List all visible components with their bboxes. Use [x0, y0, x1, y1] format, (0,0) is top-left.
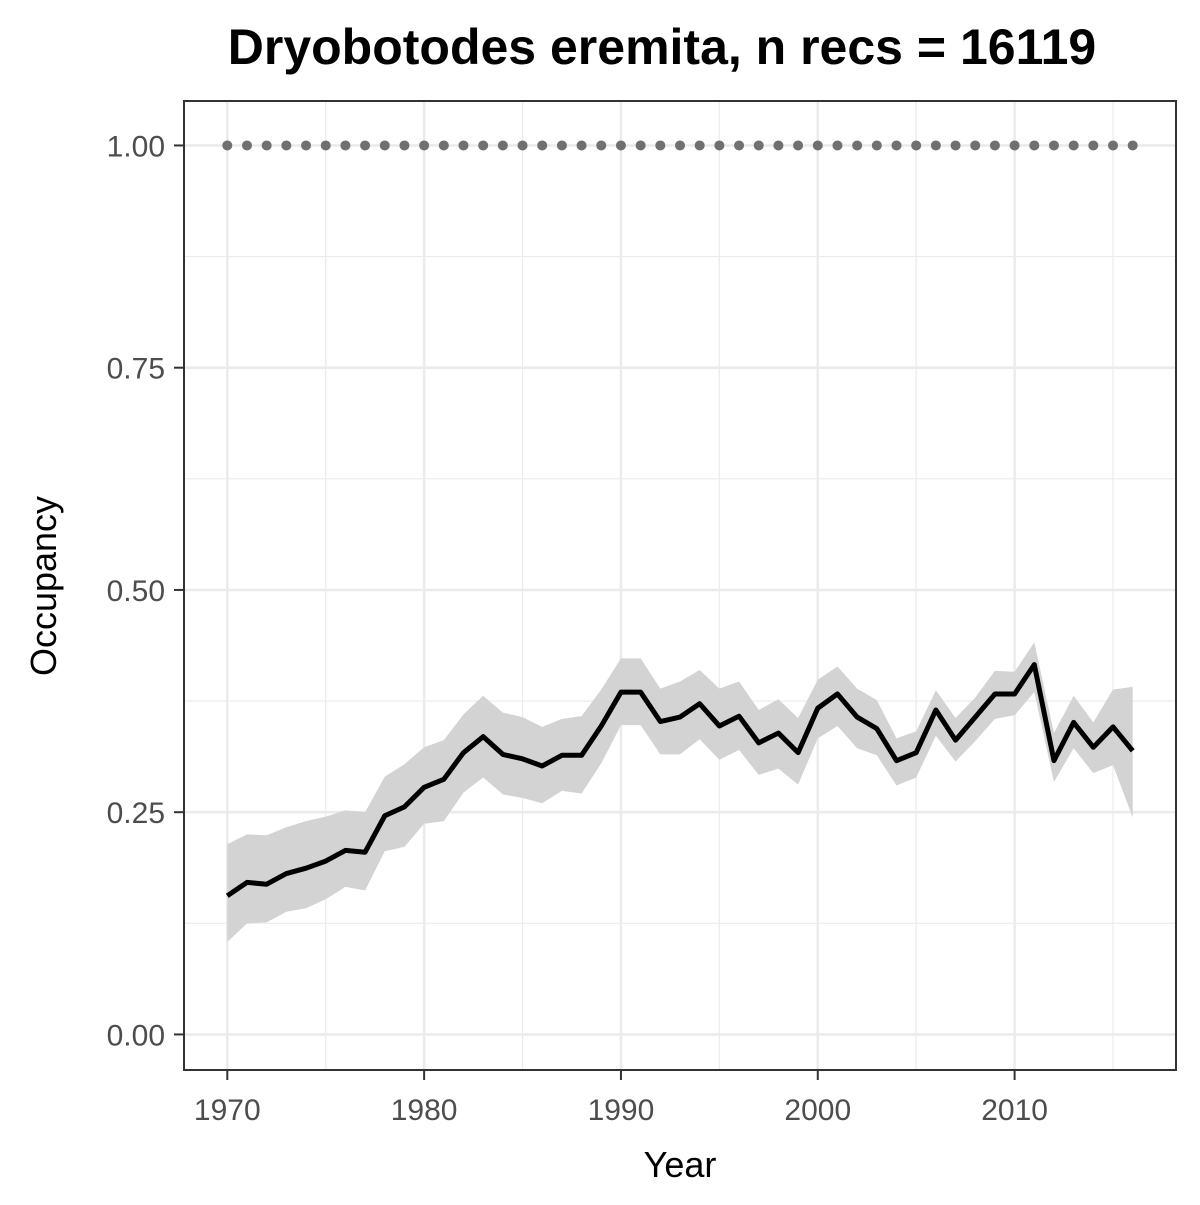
reference-point — [576, 140, 587, 151]
reference-point — [812, 140, 823, 151]
reference-point — [1029, 140, 1040, 151]
reference-point — [832, 140, 843, 151]
reference-point — [301, 140, 312, 151]
reference-point — [950, 140, 961, 151]
reference-point — [1127, 140, 1138, 151]
reference-point — [891, 140, 902, 151]
reference-point — [497, 140, 508, 151]
x-tick-label: 1970 — [194, 1094, 261, 1127]
y-axis: 0.00 0.25 0.50 0.75 1.00 — [107, 130, 184, 1052]
reference-point — [1009, 140, 1020, 151]
reference-point — [1088, 140, 1099, 151]
reference-point — [793, 140, 804, 151]
reference-point — [556, 140, 567, 151]
reference-point — [694, 140, 705, 151]
reference-point — [517, 140, 528, 151]
reference-point — [222, 140, 233, 151]
reference-point — [379, 140, 390, 151]
reference-point — [478, 140, 489, 151]
y-tick-label: 0.75 — [107, 353, 165, 386]
reference-point — [596, 140, 607, 151]
confidence-ribbon-layer — [227, 642, 1133, 942]
reference-point — [1108, 140, 1119, 151]
reference-point — [360, 140, 371, 151]
reference-point — [419, 140, 430, 151]
reference-point — [714, 140, 725, 151]
reference-point — [753, 140, 764, 151]
reference-point — [261, 140, 272, 151]
reference-point — [281, 140, 292, 151]
reference-point — [615, 140, 626, 151]
reference-point — [340, 140, 351, 151]
reference-point — [458, 140, 469, 151]
reference-point — [989, 140, 1000, 151]
reference-point — [1068, 140, 1079, 151]
occupancy-line — [225, 662, 1135, 898]
reference-point — [1048, 140, 1059, 151]
reference-point — [438, 140, 449, 151]
reference-point — [773, 140, 784, 151]
reference-point — [871, 140, 882, 151]
x-tick-label: 2000 — [784, 1094, 851, 1127]
reference-point — [930, 140, 941, 151]
y-tick-label: 0.50 — [107, 575, 165, 608]
reference-point — [970, 140, 981, 151]
panel-border — [183, 100, 1177, 1071]
x-tick-label: 1990 — [588, 1094, 655, 1127]
reference-points-layer — [222, 140, 1138, 151]
reference-point — [655, 140, 666, 151]
occupancy-line-layer — [225, 662, 1135, 898]
reference-point — [635, 140, 646, 151]
x-axis-title: Year — [644, 1144, 717, 1185]
y-tick-label: 0.00 — [107, 1019, 165, 1052]
reference-point — [320, 140, 331, 151]
y-axis-title: Occupancy — [23, 496, 64, 676]
x-axis: 1970 1980 1990 2000 2010 — [194, 1070, 1048, 1127]
reference-point — [911, 140, 922, 151]
reference-point — [399, 140, 410, 151]
reference-point — [537, 140, 548, 151]
confidence-ribbon — [227, 642, 1133, 942]
chart-title: Dryobotodes eremita, n recs = 16119 — [228, 19, 1096, 75]
y-tick-label: 0.25 — [107, 797, 165, 830]
y-tick-label: 1.00 — [107, 130, 165, 163]
x-tick-label: 2010 — [981, 1094, 1048, 1127]
reference-point — [241, 140, 252, 151]
reference-point — [675, 140, 685, 151]
x-tick-label: 1980 — [391, 1094, 458, 1127]
reference-point — [852, 140, 863, 151]
reference-point — [734, 140, 745, 151]
